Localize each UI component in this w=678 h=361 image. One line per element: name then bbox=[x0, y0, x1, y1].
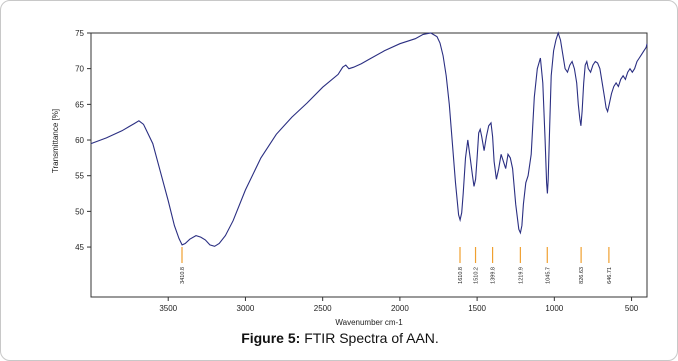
x-tick-label: 3000 bbox=[237, 304, 255, 313]
x-axis-title: Wavenumber cm-1 bbox=[335, 318, 403, 326]
x-tick-label: 500 bbox=[625, 304, 639, 313]
peak-label: 1219.9 bbox=[518, 267, 524, 284]
y-tick-label: 60 bbox=[75, 136, 84, 145]
peak-label: 826.63 bbox=[579, 267, 585, 284]
plot-area bbox=[90, 32, 648, 298]
y-tick-label: 70 bbox=[75, 65, 84, 74]
y-axis-title: Transmittance [%] bbox=[51, 109, 60, 173]
caption-prefix: Figure 5: bbox=[241, 330, 301, 346]
x-axis: 3500 3000 2500 2000 1500 1000 500 bbox=[159, 297, 639, 313]
y-tick-label: 75 bbox=[75, 29, 84, 38]
ftir-chart: 45 50 55 60 65 70 75 3500 3000 2500 2000 1500 1000 5… bbox=[51, 29, 648, 326]
spectrum-line bbox=[90, 31, 648, 247]
peak-markers: 3410.8 1610.8 1510.2 1399.8 1219.9 1045.7 826.… bbox=[180, 247, 613, 284]
peak-label: 1510.2 bbox=[474, 267, 480, 284]
peak-label: 1610.8 bbox=[458, 267, 464, 284]
peak-label: 1045.7 bbox=[545, 267, 551, 284]
figure-caption: Figure 5: FTIR Spectra of AAN. bbox=[1, 330, 677, 346]
x-tick-label: 1500 bbox=[468, 304, 486, 313]
x-tick-label: 3500 bbox=[159, 304, 177, 313]
caption-text: FTIR Spectra of AAN. bbox=[304, 330, 439, 346]
y-tick-label: 45 bbox=[75, 243, 84, 252]
peak-label: 1399.8 bbox=[491, 267, 497, 284]
x-tick-label: 2500 bbox=[314, 304, 332, 313]
peak-label: 646.71 bbox=[607, 267, 613, 284]
y-tick-label: 65 bbox=[75, 100, 84, 109]
y-tick-label: 55 bbox=[75, 172, 84, 181]
x-tick-label: 2000 bbox=[391, 304, 409, 313]
peak-label: 3410.8 bbox=[180, 267, 186, 284]
x-tick-label: 1000 bbox=[545, 304, 563, 313]
y-tick-label: 50 bbox=[75, 207, 84, 216]
y-axis: 45 50 55 60 65 70 75 bbox=[75, 29, 91, 252]
